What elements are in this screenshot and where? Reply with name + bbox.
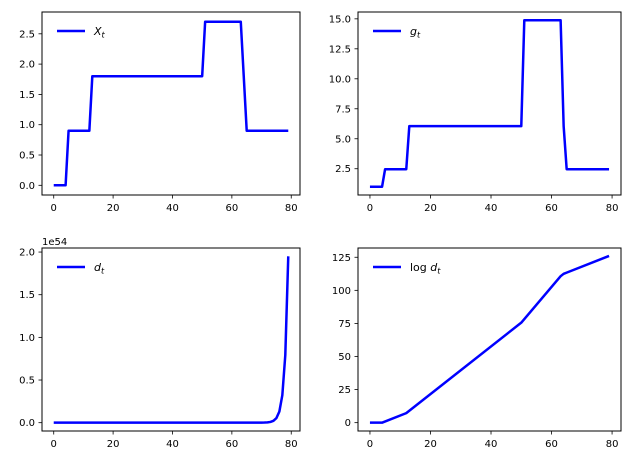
x-tick-label: 0 <box>367 203 373 214</box>
subplot-x-t: 0 20 40 60 80 0.0 0.5 1.0 1.5 2.0 2.5 Xt <box>0 0 314 235</box>
axes-frame <box>41 11 301 196</box>
y-tick-label: 2.0 <box>19 60 35 71</box>
x-tick-label: 20 <box>424 203 437 214</box>
legend-label: Xt <box>93 25 106 40</box>
y-tick-label: 0.0 <box>19 418 35 429</box>
series-line <box>369 19 610 188</box>
x-tick-label: 60 <box>545 439 558 450</box>
legend-label: dt <box>94 261 105 276</box>
y-tick-label: 12.5 <box>329 44 351 55</box>
y-tick-label: 100 <box>332 286 351 297</box>
chart-g-t: 0 20 40 60 80 2.5 5.0 7.5 10.0 12.5 15.0 gt <box>329 11 622 214</box>
y-tick-label: 75 <box>338 319 351 330</box>
y-tick-label: 0.5 <box>19 376 35 387</box>
subplot-d-t: 0 20 40 60 80 0.0 0.5 1.0 1.5 2.0 1e54 dt <box>0 235 314 469</box>
x-tick-label: 40 <box>166 203 179 214</box>
y-tick-label: 7.5 <box>335 104 351 115</box>
x-tick-label: 20 <box>107 439 120 450</box>
series-line <box>369 254 610 424</box>
y-axis-offset-text: 1e54 <box>42 237 67 248</box>
x-tick-label: 40 <box>485 203 498 214</box>
y-tick-label: 1.0 <box>19 333 35 344</box>
y-tick-label: 5.0 <box>335 134 351 145</box>
subplot-log-d-t: 0 20 40 60 80 0 25 50 75 100 125 log dt <box>314 235 628 469</box>
y-tick-label: 50 <box>338 352 351 363</box>
x-tick-label: 20 <box>107 203 120 214</box>
y-tick-label: 125 <box>332 253 351 264</box>
x-tick-label: 80 <box>606 439 619 450</box>
x-tick-label: 80 <box>606 203 619 214</box>
subplot-g-t: 0 20 40 60 80 2.5 5.0 7.5 10.0 12.5 15.0 gt <box>314 0 628 235</box>
legend: log dt <box>373 261 441 276</box>
x-tick-label: 20 <box>424 439 437 450</box>
y-tick-label: 2.5 <box>335 164 351 175</box>
y-tick-label: 2.5 <box>19 29 35 40</box>
x-tick-label: 40 <box>485 439 498 450</box>
axes-frame <box>41 247 301 432</box>
x-tick-label: 60 <box>545 203 558 214</box>
chart-log-d-t: 0 20 40 60 80 0 25 50 75 100 125 log dt <box>332 247 622 450</box>
y-tick-label: 2.0 <box>19 248 35 259</box>
y-tick-label: 1.5 <box>19 90 35 101</box>
x-tick-label: 80 <box>285 203 298 214</box>
chart-x-t: 0 20 40 60 80 0.0 0.5 1.0 1.5 2.0 2.5 Xt <box>19 11 301 214</box>
legend-label: gt <box>410 25 421 40</box>
chart-d-t: 0 20 40 60 80 0.0 0.5 1.0 1.5 2.0 1e54 dt <box>19 237 301 450</box>
x-tick-label: 0 <box>51 439 57 450</box>
axes-frame <box>357 247 622 432</box>
y-tick-label: 15.0 <box>329 14 351 25</box>
y-tick-label: 25 <box>338 385 351 396</box>
x-tick-label: 40 <box>166 439 179 450</box>
series-line <box>53 256 290 424</box>
x-tick-label: 80 <box>285 439 298 450</box>
legend-label: log dt <box>410 261 441 276</box>
x-tick-label: 60 <box>225 203 238 214</box>
legend: Xt <box>57 25 106 40</box>
series-line <box>53 20 289 187</box>
x-tick-label: 60 <box>225 439 238 450</box>
y-tick-label: 1.5 <box>19 290 35 301</box>
x-tick-label: 0 <box>51 203 57 214</box>
legend: gt <box>373 25 421 40</box>
axes-frame <box>357 11 622 196</box>
legend: dt <box>57 261 105 276</box>
y-tick-label: 0.5 <box>19 151 35 162</box>
y-tick-label: 1.0 <box>19 120 35 131</box>
y-tick-label: 10.0 <box>329 74 351 85</box>
x-tick-label: 0 <box>367 439 373 450</box>
y-tick-label: 0 <box>345 418 351 429</box>
y-tick-label: 0.0 <box>19 181 35 192</box>
